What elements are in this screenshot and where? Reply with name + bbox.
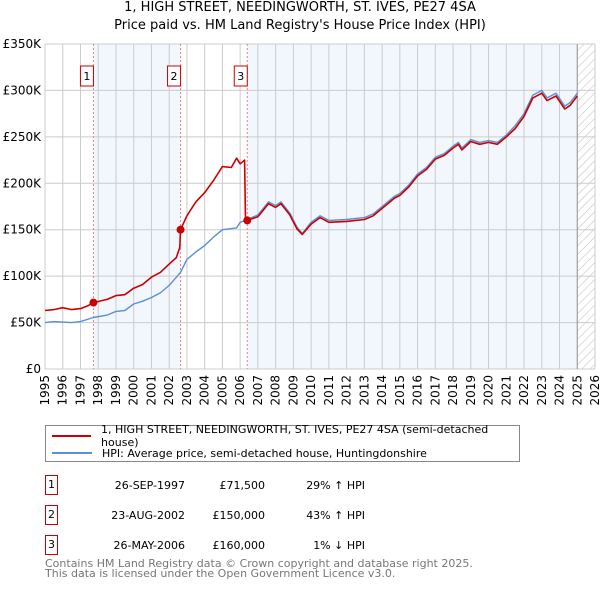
red-line-swatch bbox=[52, 435, 92, 437]
x-tick-label: 2000 bbox=[127, 375, 141, 406]
hpi-line bbox=[44, 89, 578, 324]
y-tick-label: £200K bbox=[3, 176, 43, 190]
future-hatch bbox=[577, 44, 595, 369]
price-chart: 1995 1996 1997 1998 1999 2000 2001 2002 2003 2004… bbox=[3, 37, 600, 406]
x-tick-label: 2025 bbox=[570, 375, 584, 406]
sale-price: £71,500 bbox=[219, 479, 266, 492]
sale-label: 2 bbox=[171, 70, 178, 83]
sale-date: 26-MAY-2006 bbox=[113, 539, 185, 552]
y-tick-label: £300K bbox=[3, 83, 43, 97]
sale-number-badge: 2 bbox=[45, 505, 58, 525]
sale-number-badge: 3 bbox=[45, 535, 58, 555]
x-tick-label: 2011 bbox=[322, 375, 336, 406]
y-tick-label: £350K bbox=[3, 37, 43, 51]
x-tick-label: 2009 bbox=[286, 375, 300, 406]
x-tick-label: 2006 bbox=[233, 375, 247, 406]
sale-label-box bbox=[79, 65, 94, 87]
sale-hpi-diff: 43% ↑ HPI bbox=[306, 509, 365, 522]
x-tick-label: 2008 bbox=[269, 375, 283, 406]
x-tick-label: 2014 bbox=[375, 375, 389, 406]
property-price-line bbox=[44, 92, 578, 312]
x-tick-label: 2024 bbox=[553, 375, 567, 406]
x-tick-label: 2005 bbox=[215, 375, 229, 406]
y-tick-label: £100K bbox=[3, 269, 43, 283]
x-tick-label: 2019 bbox=[464, 375, 478, 406]
sale-label: 3 bbox=[237, 70, 244, 83]
shaded-period bbox=[247, 44, 578, 369]
blue-line-swatch bbox=[52, 452, 92, 454]
chart-subtitle: Price paid vs. HM Land Registry's House … bbox=[114, 18, 486, 33]
x-tick-label: 2001 bbox=[144, 375, 158, 406]
sale-label-box bbox=[167, 65, 182, 87]
x-tick-label: 1998 bbox=[91, 375, 105, 406]
x-tick-label: 2003 bbox=[180, 375, 194, 406]
chart-title: 1, HIGH STREET, NEEDINGWORTH, ST. IVES, … bbox=[124, 0, 476, 15]
sale-label: 1 bbox=[83, 70, 90, 83]
x-tick-label: 2021 bbox=[499, 375, 513, 406]
sale-price: £160,000 bbox=[212, 539, 266, 552]
x-tick-label: 2017 bbox=[428, 375, 442, 406]
y-tick-label: £0 bbox=[26, 362, 41, 376]
x-tick-label: 1997 bbox=[73, 375, 87, 406]
x-tick-label: 2007 bbox=[251, 375, 265, 406]
x-tick-label: 2013 bbox=[357, 375, 371, 406]
sale-hpi-diff: 29% ↑ HPI bbox=[306, 479, 365, 492]
footer: Contains HM Land Registry data © Crown c… bbox=[45, 557, 473, 580]
legend-label: HPI: Average price, semi-detached house,… bbox=[102, 446, 427, 460]
legend-item-property: 1, HIGH STREET, NEEDINGWORTH, ST. IVES, … bbox=[52, 423, 519, 449]
sale-price: £150,000 bbox=[212, 509, 266, 522]
footer-copyright: Contains HM Land Registry data © Crown c… bbox=[45, 557, 473, 570]
sale-number-badge: 1 bbox=[45, 475, 58, 495]
legend-label: 1, HIGH STREET, NEEDINGWORTH, ST. IVES, … bbox=[101, 423, 489, 449]
sale-point bbox=[176, 225, 185, 234]
x-tick-label: 2010 bbox=[304, 375, 318, 406]
footer-licence: This data is licensed under the Open Gov… bbox=[45, 567, 396, 580]
x-tick-label: 1996 bbox=[56, 375, 70, 406]
shaded-period bbox=[93, 44, 181, 369]
legend: 1, HIGH STREET, NEEDINGWORTH, ST. IVES, … bbox=[45, 423, 520, 462]
sale-point bbox=[89, 298, 98, 307]
x-tick-label: 2022 bbox=[517, 375, 531, 406]
sale-hpi-diff: 1% ↓ HPI bbox=[313, 539, 365, 552]
x-tick-label: 2002 bbox=[162, 375, 176, 406]
legend-item-hpi: HPI: Average price, semi-detached house,… bbox=[52, 445, 427, 461]
x-tick-label: 1995 bbox=[38, 375, 52, 406]
y-tick-label: £50K bbox=[10, 316, 42, 330]
x-tick-label: 2012 bbox=[340, 375, 354, 406]
x-tick-label: 2026 bbox=[588, 375, 600, 406]
x-tick-label: 2018 bbox=[446, 375, 460, 406]
y-tick-label: £150K bbox=[3, 223, 43, 237]
x-tick-label: 2020 bbox=[482, 375, 496, 406]
x-tick-label: 2004 bbox=[198, 375, 212, 406]
sale-date: 23-AUG-2002 bbox=[111, 509, 185, 522]
x-tick-label: 2015 bbox=[393, 375, 407, 406]
x-tick-label: 2016 bbox=[411, 375, 425, 406]
sale-date: 26-SEP-1997 bbox=[114, 479, 185, 492]
x-tick-label: 2023 bbox=[535, 375, 549, 406]
y-tick-label: £250K bbox=[3, 130, 43, 144]
x-tick-label: 1999 bbox=[109, 375, 123, 406]
sale-point bbox=[243, 216, 252, 225]
sale-label-box bbox=[233, 65, 248, 87]
